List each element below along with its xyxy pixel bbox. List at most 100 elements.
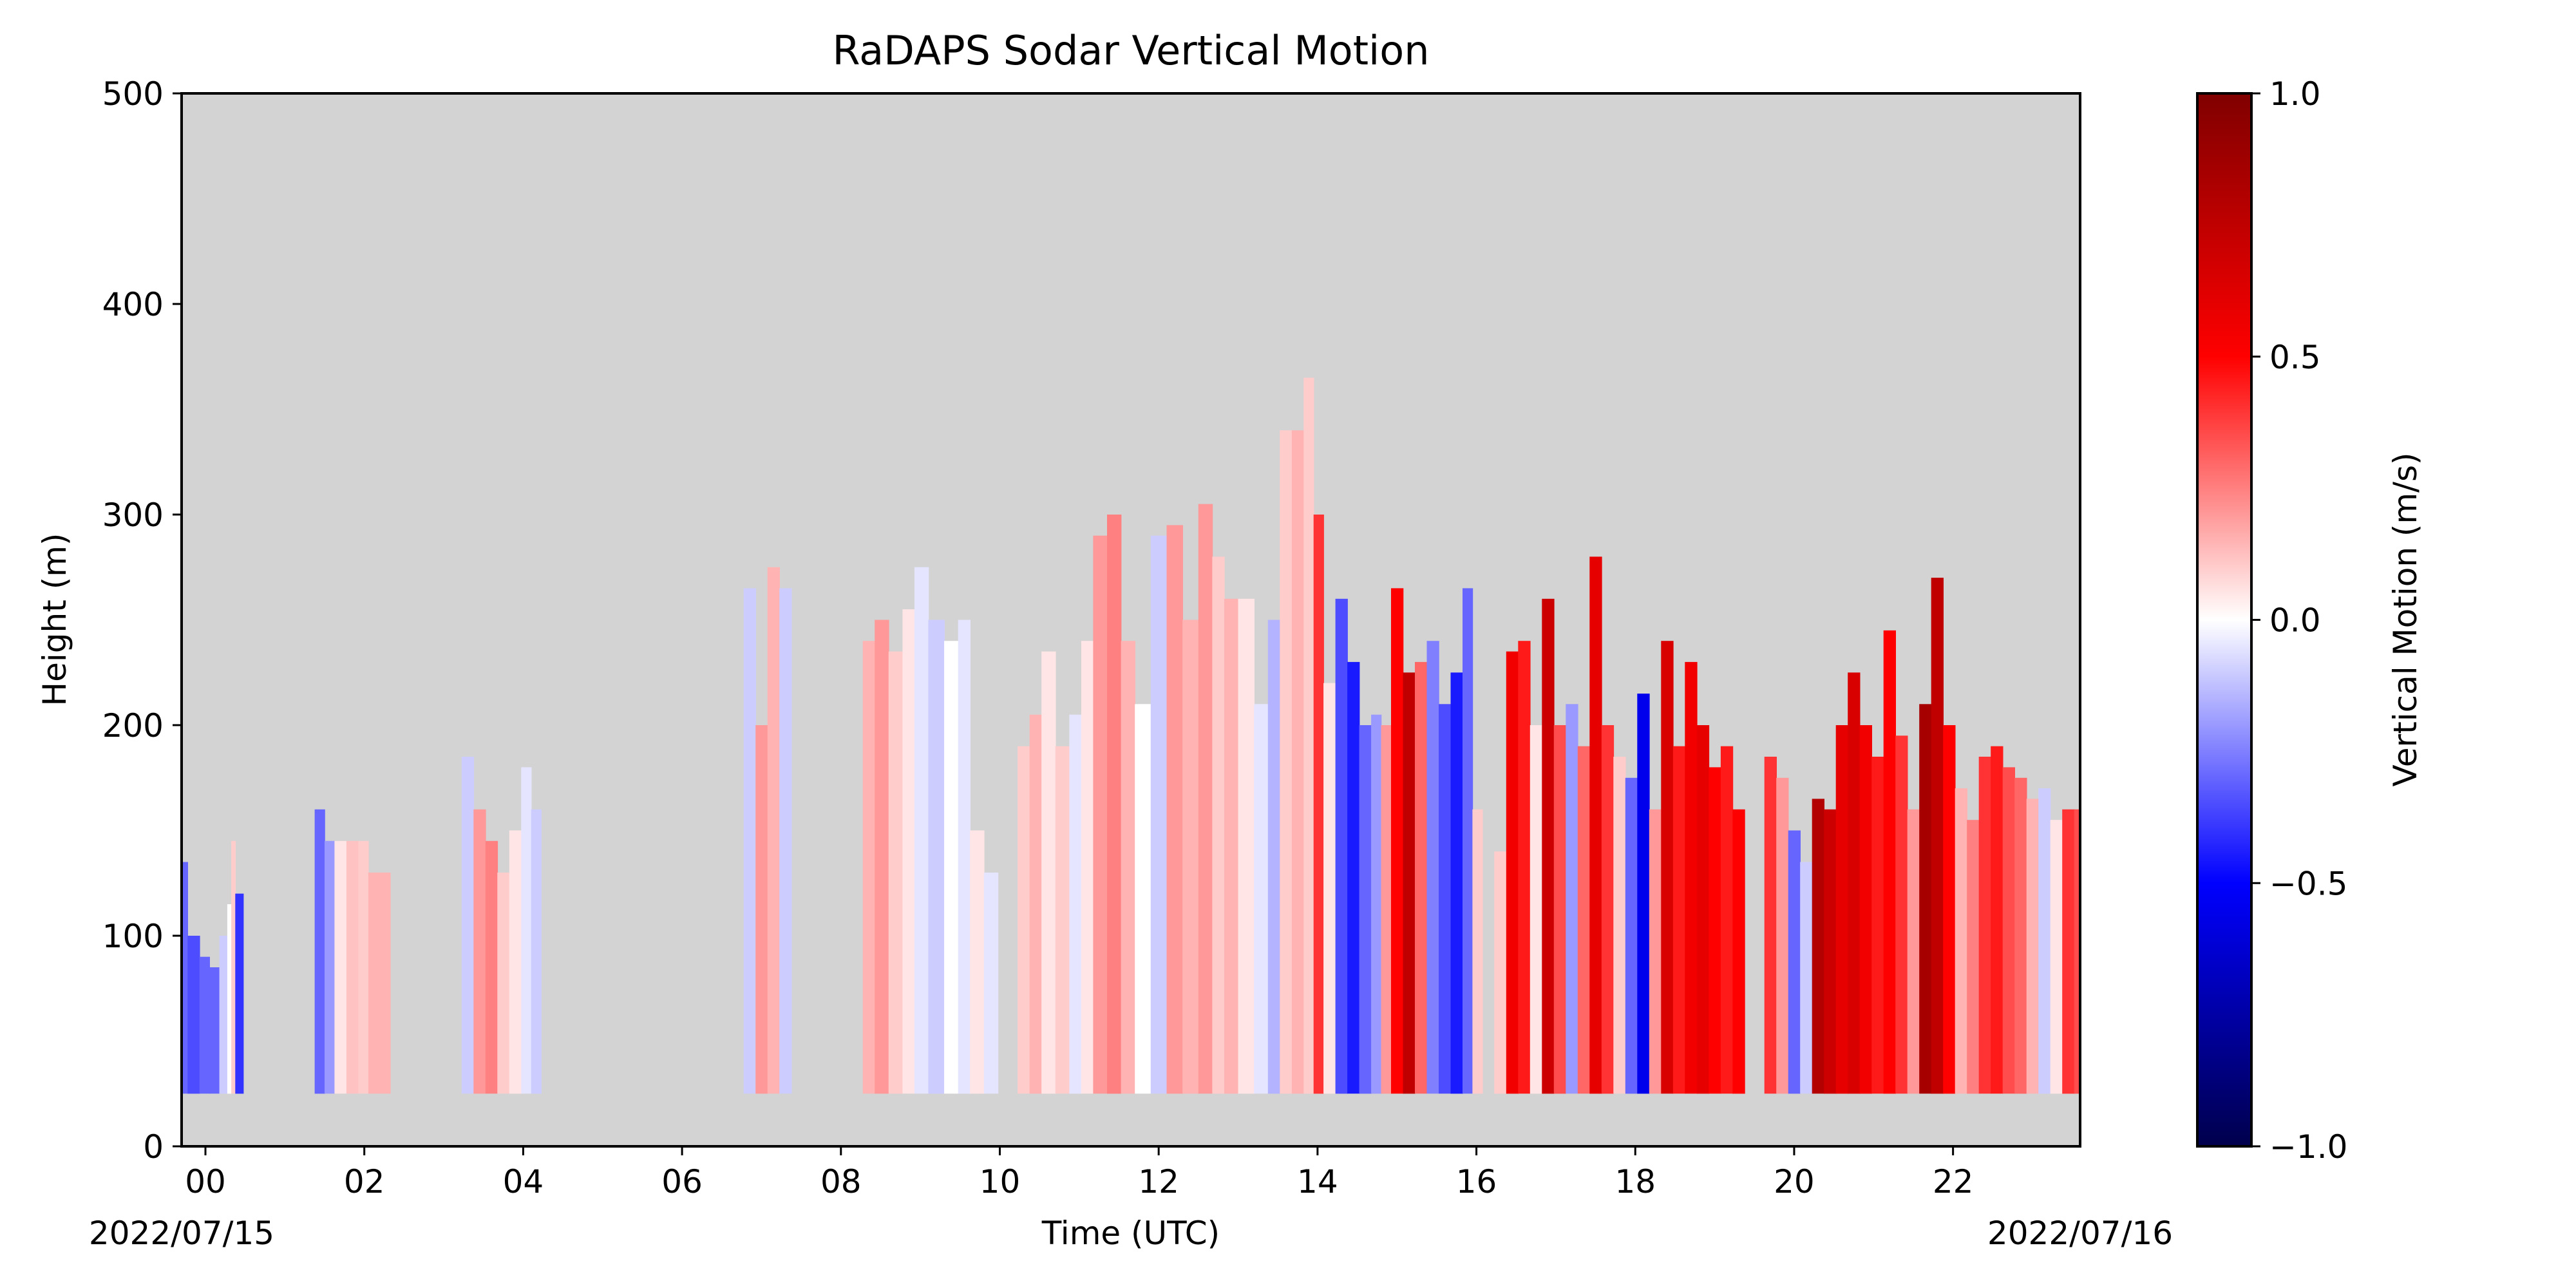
data-column [1566, 704, 1578, 1094]
data-column [1732, 810, 1745, 1094]
data-column [1347, 662, 1359, 1094]
data-column [1359, 725, 1372, 1094]
data-column [1268, 620, 1280, 1094]
data-column [2062, 810, 2074, 1094]
data-column [1254, 704, 1268, 1094]
x-tick-label: 20 [1774, 1163, 1815, 1200]
data-column [914, 567, 929, 1094]
data-column [1018, 746, 1030, 1094]
data-column [944, 641, 958, 1094]
data-column [378, 873, 390, 1094]
data-column [1685, 662, 1697, 1094]
data-column [227, 904, 232, 1094]
data-column [231, 841, 236, 1094]
data-column [1542, 599, 1554, 1094]
y-tick-label: 0 [143, 1128, 164, 1166]
y-axis-label: Height (m) [36, 533, 73, 706]
data-column [1472, 810, 1482, 1094]
data-column [755, 725, 768, 1094]
colorbar-tick-label: −1.0 [2269, 1128, 2347, 1166]
data-column [1800, 862, 1812, 1094]
data-column [2027, 799, 2039, 1094]
data-column [889, 652, 903, 1094]
data-column [531, 810, 542, 1094]
data-column [1776, 778, 1788, 1094]
data-column [1238, 599, 1255, 1094]
data-column [1860, 725, 1872, 1094]
data-column [1765, 757, 1777, 1094]
data-column [1224, 599, 1238, 1094]
data-column [1908, 810, 1920, 1094]
x-axis-ticks: 00 02 04 06 08 10 12 14 16 18 20 22 [185, 1146, 1973, 1200]
data-column [1967, 820, 1979, 1094]
data-column [2014, 778, 2027, 1094]
x-axis-label: Time (UTC) [1041, 1215, 1220, 1252]
data-column [235, 894, 243, 1094]
data-column [1336, 599, 1348, 1094]
data-column [1943, 725, 1955, 1094]
data-column [1637, 694, 1649, 1094]
data-column [1135, 704, 1151, 1094]
data-column [1081, 641, 1094, 1094]
data-column [1151, 536, 1168, 1094]
colorbar [2197, 93, 2251, 1146]
data-column [1530, 725, 1542, 1094]
data-column [509, 831, 522, 1094]
x-tick-label: 22 [1933, 1163, 1974, 1200]
data-column [1589, 556, 1602, 1094]
data-column [1991, 746, 2003, 1094]
y-tick-label: 400 [102, 286, 164, 323]
x-tick-label: 18 [1615, 1163, 1656, 1200]
data-column [1093, 536, 1107, 1094]
data-column [2038, 788, 2050, 1094]
data-column [497, 873, 509, 1094]
data-column [1836, 725, 1848, 1094]
colorbar-tick-label: −0.5 [2269, 865, 2347, 902]
data-column [1824, 810, 1836, 1094]
data-column [346, 841, 359, 1094]
data-column [473, 810, 486, 1094]
data-column [1884, 630, 1896, 1094]
data-column [334, 841, 346, 1094]
data-column [984, 873, 998, 1094]
data-column [1107, 515, 1121, 1094]
data-column [1451, 672, 1463, 1094]
data-column [1602, 725, 1614, 1094]
y-tick-label: 500 [102, 75, 164, 113]
colorbar-ticks: −1.0 −0.5 0.0 0.5 1.0 [2251, 75, 2347, 1166]
data-column [1069, 715, 1081, 1094]
data-column [875, 620, 889, 1094]
data-column [220, 936, 228, 1094]
y-tick-label: 200 [102, 707, 164, 744]
y-axis-ticks: 0 100 200 300 400 500 [102, 75, 182, 1166]
x-axis-end-date: 2022/07/16 [1987, 1215, 2173, 1252]
data-column [1212, 556, 1224, 1094]
data-column [2003, 767, 2015, 1094]
x-tick-label: 02 [344, 1163, 385, 1200]
x-axis-start-date: 2022/07/15 [89, 1215, 274, 1252]
data-column [1554, 725, 1566, 1094]
colorbar-tick-label: 0.5 [2269, 339, 2321, 376]
data-column [1381, 725, 1392, 1094]
data-column [521, 767, 531, 1094]
data-column [1625, 778, 1638, 1094]
data-column [744, 588, 756, 1094]
data-column [1427, 641, 1439, 1094]
data-column [1613, 757, 1625, 1094]
data-column [358, 841, 368, 1094]
data-column [1463, 588, 1473, 1094]
data-column [1697, 725, 1709, 1094]
chart-title: RaDAPS Sodar Vertical Motion [832, 27, 1429, 74]
data-column [1292, 430, 1304, 1094]
data-column [1415, 662, 1427, 1094]
data-column [1788, 831, 1801, 1094]
data-column [1280, 430, 1292, 1094]
data-column [1314, 515, 1324, 1094]
data-column [779, 588, 791, 1094]
data-column [863, 641, 875, 1094]
data-column [1812, 799, 1824, 1094]
data-column [325, 841, 335, 1094]
data-column [1494, 851, 1506, 1094]
data-column [1198, 504, 1213, 1094]
colorbar-tick-label: 1.0 [2269, 75, 2321, 113]
